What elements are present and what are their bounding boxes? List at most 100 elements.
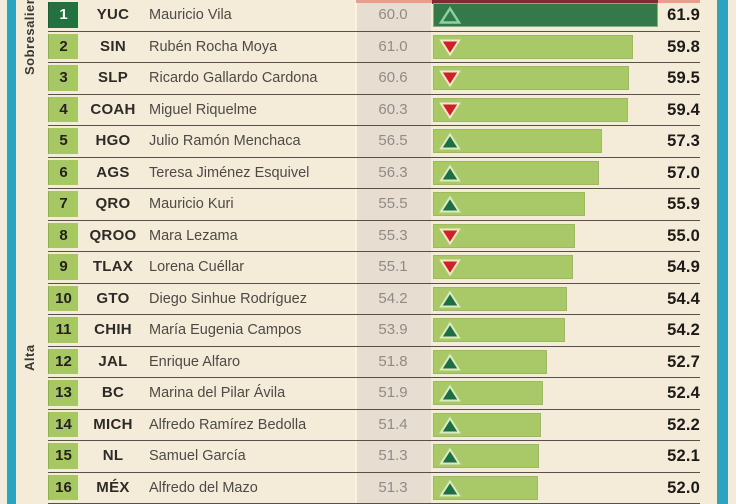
rank-cell: 15: [48, 443, 78, 469]
table-row: 12 JAL Enrique Alfaro 51.8 52.7: [48, 347, 700, 378]
current-score: 52.1: [667, 447, 700, 465]
previous-score: 55.5: [378, 195, 408, 212]
trend-up-arrow-icon: [439, 416, 461, 433]
table-row: 11 CHIH María Eugenia Campos 53.9 54.2: [48, 315, 700, 347]
approval-bar: [433, 97, 628, 122]
rank-cell: 8: [48, 222, 78, 249]
governor-name: María Eugenia Campos: [149, 322, 302, 338]
trend-down-arrow-icon: [439, 70, 461, 88]
rank-cell: 10: [48, 285, 78, 312]
current-score: 55.9: [667, 195, 700, 213]
rank-cell: 7: [48, 191, 78, 217]
table-row: 14 MICH Alfredo Ramírez Bedolla 51.4 52.…: [48, 410, 700, 441]
approval-bar: [433, 34, 633, 59]
previous-score: 54.2: [378, 289, 408, 307]
approval-bar: [433, 318, 565, 342]
approval-bar: [433, 412, 541, 437]
table-row: 16 MÉX Alfredo del Mazo 51.3 52.0: [48, 473, 700, 504]
state-abbreviation: HGO: [95, 132, 131, 149]
trend-down-arrow-icon: [439, 228, 461, 245]
trend-down-arrow-icon: [439, 102, 461, 119]
category-label-sobresaliente: Sobresaliente: [22, 0, 37, 75]
approval-bar: [433, 129, 603, 153]
previous-score: 55.1: [378, 258, 408, 275]
approval-bar: [433, 3, 659, 27]
table-row: 13 BC Marina del Pilar Ávila 51.9 52.4: [48, 378, 700, 410]
governor-name: Mara Lezama: [149, 227, 238, 244]
previous-score: 51.8: [378, 352, 408, 370]
table-row: 1 YUC Mauricio Vila 60.0 61.9: [48, 0, 700, 32]
previous-score: 51.9: [378, 384, 408, 401]
rank-cell: 5: [48, 128, 78, 154]
trend-up-arrow-icon: [439, 384, 461, 402]
previous-score: 56.3: [378, 163, 408, 181]
previous-score: 61.0: [378, 37, 408, 55]
bar-zone: [433, 378, 654, 409]
governor-name: Teresa Jiménez Esquivel: [149, 164, 310, 181]
table-row: 7 QRO Mauricio Kuri 55.5 55.9: [48, 189, 700, 221]
trend-up-arrow-icon: [439, 290, 461, 307]
current-score: 54.4: [667, 289, 700, 308]
governor-name: Alfredo del Mazo: [149, 479, 258, 496]
governor-name: Enrique Alfaro: [149, 353, 241, 370]
trend-down-arrow-icon: [439, 39, 461, 56]
rank-cell: 4: [48, 96, 78, 123]
bar-zone: [433, 158, 654, 189]
approval-bar: [433, 444, 540, 468]
rank-cell: 11: [48, 317, 78, 343]
ranking-table: 1 YUC Mauricio Vila 60.0 61.9 2 SIN Rubé…: [48, 0, 700, 504]
approval-bar: [433, 223, 575, 248]
state-abbreviation: SIN: [100, 37, 126, 55]
trend-up-arrow-icon: [439, 353, 461, 370]
state-abbreviation: BC: [101, 384, 125, 401]
previous-score: 55.3: [378, 226, 408, 244]
table-row: 10 GTO Diego Sinhue Rodríguez 54.2 54.4: [48, 284, 700, 315]
governor-name: Mauricio Vila: [149, 7, 232, 23]
bar-zone: [433, 189, 654, 220]
approval-bar: [433, 255, 574, 279]
trend-up-arrow-icon: [439, 164, 461, 181]
state-abbreviation: QRO: [95, 195, 131, 212]
current-score: 59.5: [667, 69, 700, 87]
bar-zone: [433, 32, 654, 63]
table-row: 2 SIN Rubén Rocha Moya 61.0 59.8: [48, 32, 700, 63]
bar-zone: [433, 347, 654, 378]
previous-score: 60.6: [378, 69, 408, 86]
state-abbreviation: QROO: [89, 226, 137, 244]
current-score: 61.9: [667, 6, 700, 24]
current-score: 59.8: [667, 37, 700, 56]
previous-score-column-background: [355, 0, 431, 504]
governor-name: Marina del Pilar Ávila: [149, 385, 286, 401]
trend-up-arrow-icon: [439, 6, 461, 24]
state-abbreviation: COAH: [90, 100, 136, 118]
state-abbreviation: AGS: [96, 163, 130, 181]
table-row: 15 NL Samuel García 51.3 52.1: [48, 441, 700, 473]
bar-zone: [433, 473, 654, 504]
governor-name: Alfredo Ramírez Bedolla: [149, 416, 307, 433]
rank-cell: 2: [48, 33, 78, 60]
previous-score: 51.4: [378, 415, 408, 433]
table-row: 6 AGS Teresa Jiménez Esquivel 56.3 57.0: [48, 158, 700, 189]
state-abbreviation: MÉX: [96, 478, 130, 496]
governor-name: Julio Ramón Menchaca: [149, 133, 301, 149]
trend-up-arrow-icon: [439, 447, 461, 465]
right-accent-stripe: [717, 0, 728, 504]
rank-cell: 13: [48, 380, 78, 406]
approval-bar: [433, 66, 630, 90]
table-row: 3 SLP Ricardo Gallardo Cardona 60.6 59.5: [48, 63, 700, 95]
previous-score: 60.0: [378, 6, 408, 23]
state-abbreviation: TLAX: [92, 258, 134, 275]
trend-up-arrow-icon: [439, 195, 461, 213]
bar-zone: [433, 315, 654, 346]
current-score: 54.2: [667, 321, 700, 339]
rank-cell: 9: [48, 254, 78, 280]
governor-name: Diego Sinhue Rodríguez: [149, 290, 307, 307]
left-accent-stripe: [7, 0, 16, 504]
previous-score: 56.5: [378, 132, 408, 149]
rank-cell: 16: [48, 474, 78, 501]
previous-score: 51.3: [378, 478, 408, 496]
bar-zone: [433, 221, 654, 252]
table-row: 9 TLAX Lorena Cuéllar 55.1 54.9: [48, 252, 700, 284]
approval-bar: [433, 349, 547, 374]
